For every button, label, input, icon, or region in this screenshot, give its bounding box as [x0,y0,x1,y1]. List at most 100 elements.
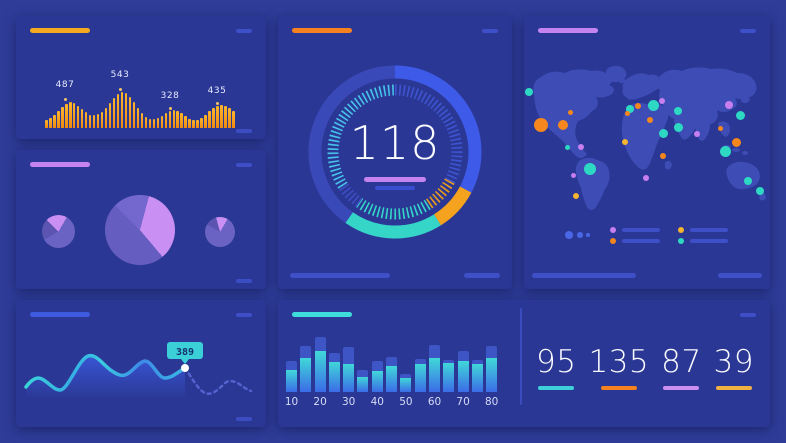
map-legend-cols [524,16,770,289]
legend-label-bar [690,239,728,243]
histogram-bar [232,111,235,128]
stat-item: 95 [536,345,576,390]
legend-size-bubble [565,231,573,239]
histogram-bar [148,119,152,128]
pie-chart[interactable] [105,195,175,265]
region-se-asia [718,121,730,137]
map-data-dot [635,103,641,109]
gauge-underline-accent [364,177,426,182]
bar-cap-segment [428,345,440,358]
histogram-peak-dot [168,106,172,110]
histogram-bar [172,110,176,128]
map-dots[interactable] [524,16,770,289]
gauge-underline-secondary [375,186,415,190]
histogram-bar [168,110,172,128]
panel-line: 389 [16,300,266,427]
title-line [538,28,598,33]
bar-axis-label: 50 [399,396,413,408]
bar-cap-segment [300,346,312,358]
panel-map [524,16,770,289]
histogram-bar [156,118,160,128]
gauge-tick-segment [394,84,463,184]
stacked-bar [328,353,340,392]
bar-cap-segment [486,346,498,358]
pie-chart[interactable] [205,217,235,247]
map-data-dot [659,98,665,104]
bar-inner-segment [386,366,398,392]
line-highlight-dot[interactable] [181,364,189,372]
histogram-peak-dot [215,101,219,105]
stat-value: 95 [536,344,577,380]
legend-size-bubble [586,233,590,237]
map-data-dot [744,177,752,185]
map-data-dot [658,128,668,138]
bar-cap-segment [414,359,426,364]
title-line [30,162,90,167]
footer-line-right [718,273,762,278]
island-indonesia-3 [742,151,748,155]
stacked-bar [414,359,426,392]
bar-inner-segment [414,364,426,392]
map-data-dot [647,117,653,123]
map-legend-item [678,225,728,235]
bar-chart[interactable] [286,320,498,392]
map-data-dot [570,172,576,178]
histogram-bar [128,97,132,128]
histogram-bar [180,113,184,128]
map-data-dot [735,110,745,120]
map-data-dot [573,193,579,199]
mini-line [236,313,252,317]
legend-label-bar [690,228,728,232]
histogram-bar [224,106,227,128]
histogram-chart[interactable] [45,88,239,128]
bar-inner-segment [428,358,440,392]
line-projection-dashed [183,366,253,395]
panel-bottom: 10 20 30 40 50 60 70 80 95 135 87 39 [278,300,770,427]
panel-pies [16,150,266,289]
bar-cap-segment [328,353,340,362]
mini-line [236,29,252,33]
stacked-bar [400,374,412,392]
legend-label-bar [622,239,660,243]
footer-line-left [290,273,390,278]
histogram-bar [48,118,52,128]
gauge-tick-segment [327,84,396,189]
gauge-chart[interactable] [278,16,512,289]
histogram-peak-label: 328 [160,91,180,101]
line-chart[interactable]: 389 [16,300,266,427]
stat-underline [715,386,752,390]
bar-axis-label: 40 [370,396,384,408]
histogram-bar [88,114,92,128]
histogram-bar [184,116,188,128]
histogram-bar [76,106,80,128]
pies-chart[interactable] [16,150,266,289]
stacked-bar [386,357,398,392]
bar-inner-segment [314,351,326,392]
stat-underline [663,386,700,390]
histogram-bar [64,104,68,128]
bar-inner-segment [286,370,297,392]
mini-line [740,29,756,33]
bar-inner-segment [343,364,355,392]
histogram-bar [164,113,168,128]
stat-item: 87 [661,345,701,390]
pie-chart[interactable] [41,214,75,248]
stacked-bar [343,347,355,392]
title-line [30,312,90,317]
line-tooltip-value: 389 [176,347,194,358]
histogram-peak-dot [63,97,67,101]
island-madagascar [665,160,672,170]
stacked-bar [314,337,326,392]
stacked-bar [486,346,498,392]
map-data-dot [643,175,649,181]
histogram-bar [108,103,112,128]
histogram-peak-label: 543 [110,70,130,80]
continent-africa [621,103,669,170]
stacked-bar [300,346,312,392]
histogram-bar [96,114,100,128]
histogram-bar [136,108,140,128]
legend-label-bar [622,228,660,232]
bar-cap-segment [386,357,398,366]
bar-inner-segment [471,364,483,392]
